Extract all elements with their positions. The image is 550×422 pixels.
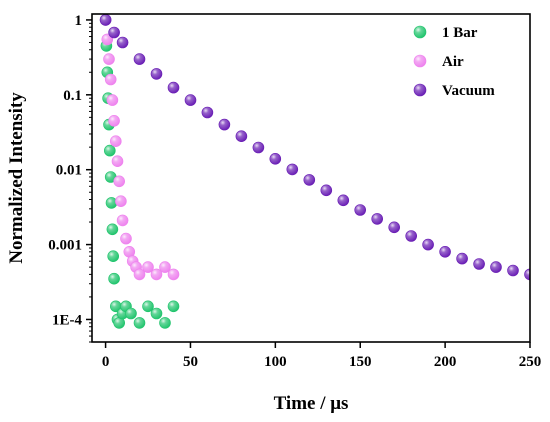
data-point (150, 68, 163, 80)
data-point (507, 264, 519, 277)
data-point (106, 94, 119, 106)
y-tick-label: 1 (75, 13, 83, 29)
data-point (167, 300, 180, 313)
data-point (286, 163, 299, 176)
data-point (150, 268, 163, 281)
legend-item-1-bar: 1 Bar (413, 25, 478, 41)
data-point (115, 195, 127, 207)
data-point (456, 252, 468, 265)
data-point (105, 197, 118, 209)
data-point (524, 268, 530, 281)
data-point (142, 300, 154, 313)
data-point (473, 258, 485, 270)
legend-swatch (413, 54, 427, 68)
data-point (99, 14, 112, 26)
data-point (113, 175, 125, 188)
data-point (104, 73, 117, 86)
data-point (133, 317, 146, 329)
data-point (133, 53, 146, 65)
y-tick-label: 0.1 (63, 88, 82, 104)
data-point (111, 155, 124, 167)
data-point (405, 230, 418, 242)
data-point (125, 307, 137, 320)
series-air (99, 14, 180, 281)
y-tick-label: 0.001 (48, 238, 82, 254)
data-point (104, 144, 116, 157)
data-point (354, 204, 367, 216)
data-point (120, 232, 132, 245)
legend-item-air: Air (413, 54, 464, 70)
data-point (201, 106, 214, 119)
data-point (107, 250, 119, 263)
data-point (303, 174, 316, 186)
data-point (490, 261, 502, 273)
legend-label: Vacuum (442, 83, 495, 99)
data-point (320, 184, 333, 197)
data-point (150, 307, 163, 320)
data-point (371, 213, 384, 225)
x-tick-label: 250 (519, 354, 542, 370)
legend-item-vacuum: Vacuum (413, 83, 495, 99)
data-point (184, 94, 197, 106)
legend-swatch (413, 25, 427, 39)
x-tick-label: 50 (183, 354, 198, 370)
data-point (269, 153, 282, 165)
x-tick-label: 100 (264, 354, 287, 370)
data-point (159, 261, 171, 273)
data-point (116, 214, 129, 227)
data-point (388, 221, 401, 234)
data-point (116, 36, 129, 49)
y-axis-title: Normalized Intensity (6, 92, 27, 264)
data-point (422, 238, 434, 251)
data-point (167, 268, 180, 281)
y-tick-label: 0.01 (56, 163, 82, 179)
x-tick-label: 200 (434, 354, 457, 370)
data-point (142, 261, 154, 273)
data-point (337, 194, 350, 207)
series-1-bar (99, 14, 180, 329)
data-point (133, 268, 146, 281)
data-point (103, 53, 115, 65)
data-point (252, 141, 265, 154)
legend-label: Air (442, 54, 464, 70)
chart-axes: 0 50 100 150 200 250 1 0.1 0.01 0.001 1E-4 (48, 13, 541, 370)
x-tick-label: 150 (349, 354, 372, 370)
x-tick-label: 0 (102, 354, 110, 370)
legend-label: 1 Bar (442, 25, 478, 41)
plot-frame (91, 13, 531, 343)
data-point (218, 118, 231, 131)
series-vacuum (99, 14, 530, 281)
data-point (110, 135, 122, 147)
chart-marks (99, 14, 530, 329)
data-point (108, 26, 120, 39)
data-point (106, 223, 119, 236)
data-point (159, 317, 171, 329)
data-point (108, 115, 120, 127)
data-point (235, 130, 248, 142)
y-tick-label: 1E-4 (52, 312, 83, 328)
data-point (108, 272, 120, 285)
data-point (167, 81, 180, 94)
legend-swatch (413, 83, 427, 97)
data-point (439, 246, 451, 258)
x-axis-title: Time / μs (274, 393, 349, 414)
chart-legend: 1 Bar Air Vacuum (413, 25, 495, 99)
